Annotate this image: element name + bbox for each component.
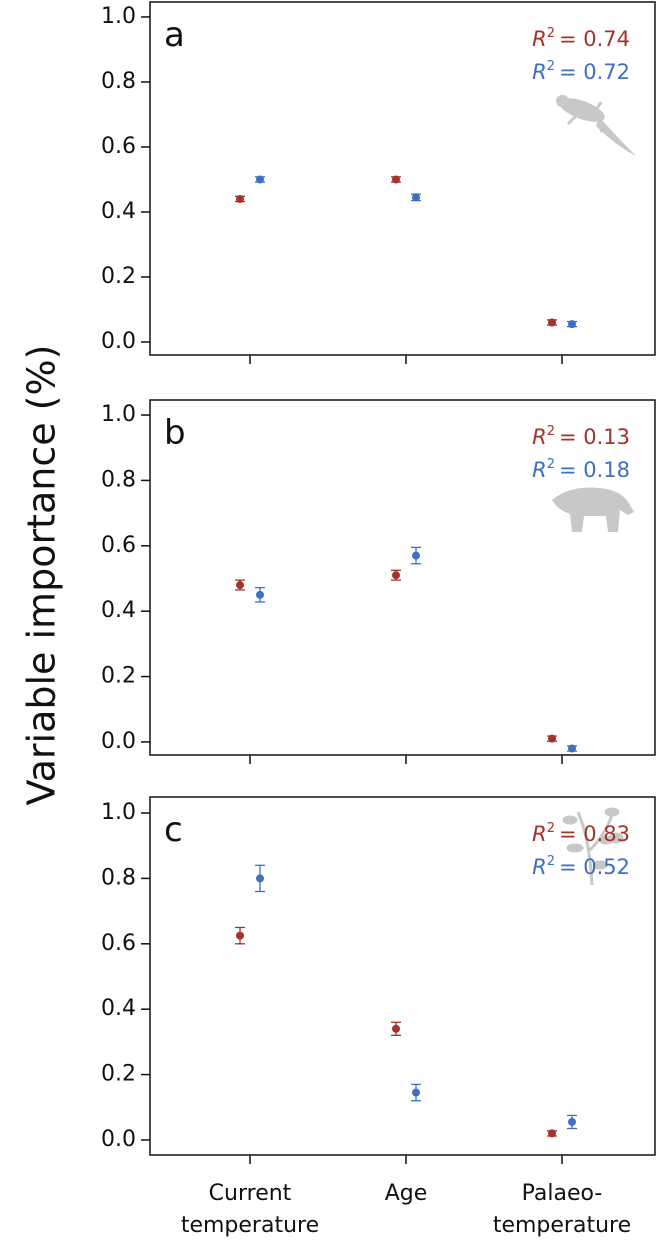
- y-tick-label: 0.0: [101, 729, 136, 754]
- y-tick-label: 0.0: [101, 329, 136, 354]
- y-tick-label: 0.6: [101, 134, 136, 159]
- point: [392, 571, 400, 580]
- y-tick-label: 0.2: [101, 264, 136, 289]
- r2-text: = 0.83: [559, 822, 630, 846]
- y-tick-label: 0.2: [101, 664, 136, 689]
- gecko-icon: [556, 94, 636, 156]
- point: [256, 874, 264, 883]
- r2-annotation: R2 = 0.74: [532, 26, 630, 51]
- y-tick-label: 0.8: [101, 69, 136, 94]
- plot-frame: [149, 1, 656, 356]
- panel-label: b: [164, 413, 186, 453]
- r2-power: 2: [547, 424, 555, 439]
- y-tick-label: 0.6: [101, 533, 136, 558]
- x-tick-label: Age: [384, 1181, 428, 1206]
- point: [568, 320, 576, 329]
- y-tick-label: 0.4: [101, 199, 136, 224]
- y-tick-label: 0.4: [101, 598, 136, 623]
- y-tick-label: 0.8: [101, 865, 136, 890]
- panel-label: c: [164, 810, 183, 850]
- point: [236, 931, 244, 940]
- r2-annotation: R2 = 0.52: [532, 854, 630, 879]
- y-tick-label: 0.8: [101, 467, 136, 492]
- plot-frame: [149, 796, 656, 1156]
- y-tick-label: 0.2: [101, 1062, 136, 1087]
- r2-symbol: R: [532, 855, 547, 879]
- plant-icon: [562, 807, 624, 886]
- point: [392, 1024, 400, 1033]
- point: [568, 1117, 576, 1126]
- point: [412, 551, 420, 560]
- y-tick-label: 1.0: [101, 800, 136, 825]
- y-tick-label: 0.0: [101, 1127, 136, 1152]
- r2-power: 2: [547, 854, 555, 869]
- r2-symbol: R: [532, 60, 547, 84]
- r2-power: 2: [547, 457, 555, 472]
- r2-symbol: R: [532, 458, 547, 482]
- panel-label: a: [164, 15, 185, 55]
- y-tick-label: 0.4: [101, 996, 136, 1021]
- r2-annotation: R2 = 0.13: [532, 424, 630, 449]
- r2-symbol: R: [532, 425, 547, 449]
- point: [568, 744, 576, 753]
- point: [256, 590, 264, 599]
- x-tick-label: Current temperature: [180, 1181, 320, 1238]
- r2-text: = 0.74: [559, 27, 630, 51]
- point: [548, 1129, 556, 1138]
- r2-power: 2: [547, 59, 555, 74]
- r2-text: = 0.52: [559, 855, 630, 879]
- point: [412, 1088, 420, 1097]
- r2-annotation: R2 = 0.18: [532, 457, 630, 482]
- y-tick-label: 0.6: [101, 931, 136, 956]
- r2-annotation: R2 = 0.72: [532, 59, 630, 84]
- point: [548, 318, 556, 327]
- x-tick-label: Palaeo-temperature: [492, 1181, 632, 1238]
- r2-symbol: R: [532, 822, 547, 846]
- y-tick-label: 1.0: [101, 402, 136, 427]
- r2-annotation: R2 = 0.83: [532, 821, 630, 846]
- point: [412, 193, 420, 202]
- plot-frame: [149, 399, 656, 756]
- r2-power: 2: [547, 26, 555, 41]
- point: [236, 581, 244, 590]
- point: [236, 194, 244, 203]
- r2-symbol: R: [532, 27, 547, 51]
- r2-text: = 0.72: [559, 60, 630, 84]
- r2-text: = 0.13: [559, 425, 630, 449]
- y-tick-label: 1.0: [101, 4, 136, 29]
- bear-icon: [552, 487, 634, 532]
- r2-power: 2: [547, 821, 555, 836]
- y-axis-label: Variable importance (%): [20, 345, 64, 806]
- r2-text: = 0.18: [559, 458, 630, 482]
- point: [392, 175, 400, 184]
- point: [548, 734, 556, 743]
- point: [256, 175, 264, 184]
